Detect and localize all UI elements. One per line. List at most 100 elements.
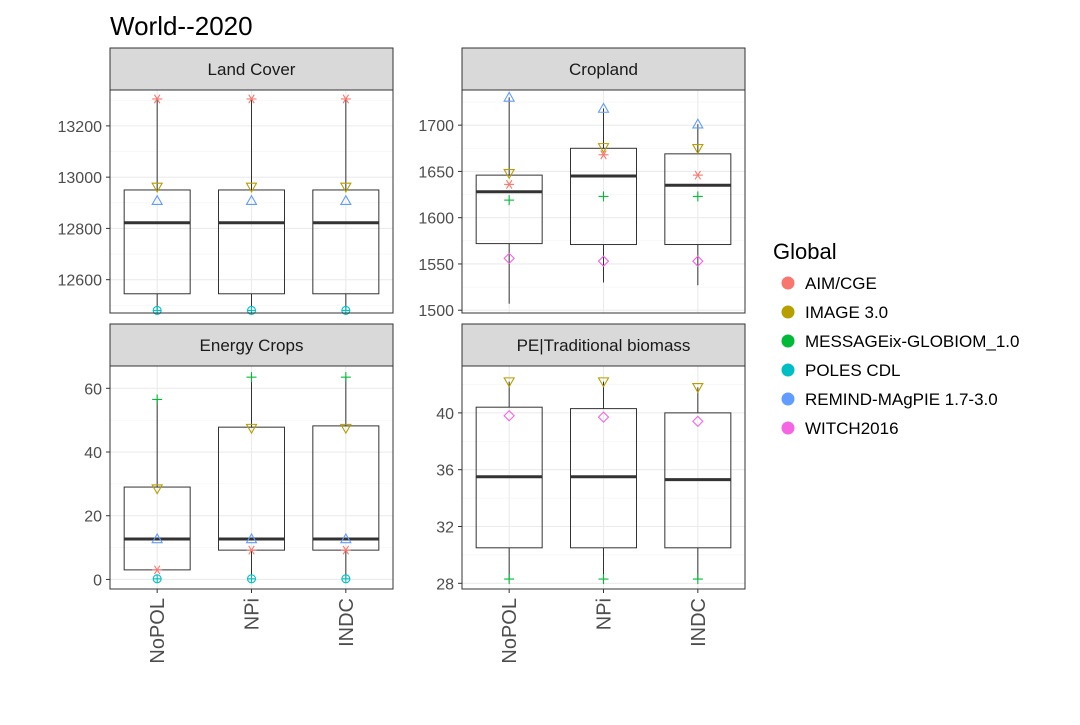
y-tick-label: 1650 [418, 164, 454, 181]
box-indc [664, 387, 732, 580]
point-image-3-0 [151, 182, 164, 193]
x-tick-label: NPi [594, 598, 616, 630]
box-iqr [475, 174, 543, 245]
point-messageix-globiom-1-0 [598, 191, 609, 202]
legend-key [781, 305, 795, 319]
point-messageix-globiom-1-0 [692, 574, 703, 585]
x-tick-label: INDC [336, 598, 358, 647]
legend-entry-aim-cge: AIM/CGE [781, 274, 877, 293]
legend-entry-poles-cdl: POLES CDL [781, 361, 900, 380]
point-remind-magpie-1-7-3-0 [339, 532, 352, 544]
legend-key [781, 363, 795, 377]
point-witch2016 [692, 255, 704, 267]
panel-title: Cropland [569, 60, 638, 79]
point-poles-cdl [152, 305, 162, 315]
legend-entry-remind-magpie-1-7-3-0: REMIND-MAgPIE 1.7-3.0 [781, 390, 998, 409]
panel-pe-traditional-biomass: PE|Traditional biomass 28 32 36 40 [436, 323, 746, 593]
point-messageix-globiom-1-0 [598, 574, 609, 585]
panel-title: PE|Traditional biomass [517, 336, 691, 355]
legend-title: Global [773, 239, 837, 264]
point-poles-cdl [341, 574, 351, 584]
legend-label: IMAGE 3.0 [805, 303, 888, 322]
point-messageix-globiom-1-0 [246, 372, 257, 383]
facet-panels: Land Cover 12600 12800 13000 13200 Cropland 15… [58, 47, 746, 593]
legend-key [781, 392, 795, 406]
point-witch2016 [597, 411, 610, 423]
box-iqr [570, 147, 637, 246]
point-witch2016 [503, 409, 515, 422]
point-image-3-0 [503, 168, 516, 180]
point-image-3-0 [339, 182, 352, 193]
box-nopol [123, 98, 191, 311]
point-remind-magpie-1-7-3-0 [339, 194, 352, 206]
point-image-3-0 [597, 143, 610, 154]
x-tick-label: NPi [242, 598, 264, 630]
panel-strip [461, 47, 746, 91]
point-aim-cge [152, 565, 163, 575]
y-tick-label: 13200 [58, 119, 103, 136]
y-tick-label: 20 [84, 509, 102, 526]
legend-key [781, 334, 795, 348]
point-remind-magpie-1-7-3-0 [691, 118, 704, 129]
x-axis-labels: NoPOL NPi INDC NoPOL NPi INDC [147, 598, 710, 664]
legend-label: POLES CDL [805, 361, 900, 380]
point-remind-magpie-1-7-3-0 [151, 194, 164, 206]
panel-border [461, 89, 746, 314]
point-remind-magpie-1-7-3-0 [245, 194, 258, 206]
panel-border [109, 89, 394, 314]
y-tick-label: 1550 [418, 257, 454, 274]
legend-label: MESSAGEix-GLOBIOM_1.0 [805, 332, 1019, 351]
y-tick-label: 40 [436, 406, 454, 423]
point-aim-cge [246, 545, 257, 555]
y-tick-label: 28 [436, 576, 454, 593]
point-messageix-globiom-1-0 [692, 191, 703, 202]
legend-key [781, 421, 795, 435]
point-image-3-0 [151, 484, 164, 495]
panel-strip [109, 323, 394, 367]
point-aim-cge [504, 179, 515, 189]
panel-cropland: Cropland 1500 1550 1600 1650 1700 [418, 47, 746, 320]
y-tick-label: 13000 [58, 170, 103, 187]
legend: Global AIM/CGE IMAGE 3.0 MESSAGEix-GLOBIOM… [773, 239, 1019, 438]
x-tick-label: NoPOL [499, 598, 521, 664]
box-npi [570, 108, 637, 283]
legend-entry-witch2016: WITCH2016 [781, 419, 899, 438]
point-poles-cdl [246, 574, 257, 584]
box-nopol [475, 97, 543, 304]
panel-title: Land Cover [208, 60, 296, 79]
point-aim-cge [152, 94, 163, 104]
point-remind-magpie-1-7-3-0 [245, 532, 258, 544]
point-image-3-0 [245, 182, 258, 193]
box-iqr [123, 189, 191, 295]
y-tick-label: 60 [84, 381, 102, 398]
point-aim-cge [340, 94, 351, 104]
box-iqr [312, 189, 380, 295]
point-remind-magpie-1-7-3-0 [151, 532, 164, 544]
point-messageix-globiom-1-0 [340, 372, 351, 383]
legend-entry-image-3-0: IMAGE 3.0 [781, 303, 888, 322]
y-tick-label: 12600 [58, 273, 103, 290]
y-tick-label: 0 [93, 572, 102, 589]
point-image-3-0 [503, 377, 516, 388]
point-witch2016 [692, 415, 704, 428]
y-tick-label: 40 [84, 445, 102, 462]
panel-energy-crops: Energy Crops 0 20 40 60 [84, 323, 394, 593]
x-tick-label: NoPOL [147, 598, 169, 664]
y-tick-label: 12800 [58, 221, 103, 238]
panel-strip [461, 323, 746, 367]
point-image-3-0 [691, 383, 704, 394]
legend-label: WITCH2016 [805, 419, 899, 438]
box-indc [312, 98, 380, 311]
point-aim-cge [246, 94, 257, 104]
point-witch2016 [503, 252, 515, 265]
panel-land-cover: Land Cover 12600 12800 13000 13200 [58, 47, 394, 315]
legend-entry-messageix-globiom-1-0: MESSAGEix-GLOBIOM_1.0 [781, 332, 1019, 351]
legend-key [781, 276, 795, 290]
point-image-3-0 [339, 423, 352, 435]
point-image-3-0 [597, 377, 610, 388]
y-tick-label: 1500 [418, 303, 454, 320]
legend-label: REMIND-MAgPIE 1.7-3.0 [805, 390, 998, 409]
point-image-3-0 [691, 143, 704, 155]
point-aim-cge [598, 150, 609, 160]
